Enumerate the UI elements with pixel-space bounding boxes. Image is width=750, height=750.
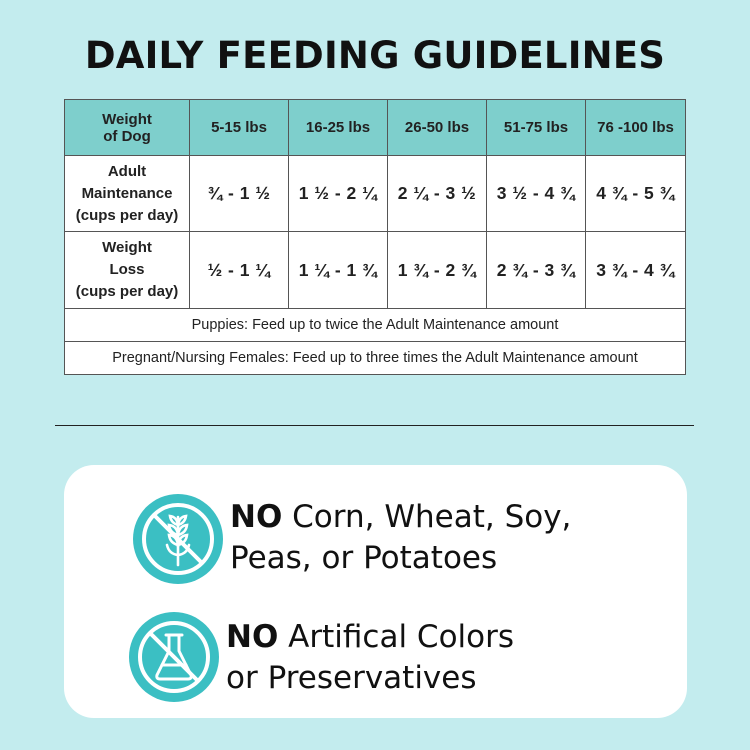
column-header: 26-50 lbs <box>387 99 487 156</box>
row-header: Weight Loss (cups per day) <box>64 231 190 309</box>
no-chemical-flask-icon <box>128 611 220 703</box>
claim-line: NO Corn, Wheat, Soy, <box>230 497 571 538</box>
table-cell: ¾ - 1 ½ <box>189 155 289 232</box>
row-header-line: Adult <box>107 162 147 180</box>
claim-line: or Preservatives <box>226 660 477 696</box>
row-header-line: Maintenance <box>81 184 173 202</box>
column-header: 76 -100 lbs <box>585 99 686 156</box>
table-cell: 1 ½ - 2 ¼ <box>288 155 388 232</box>
row-header-line: Weight <box>102 239 152 256</box>
note-row: Puppies: Feed up to twice the Adult Main… <box>64 308 686 342</box>
feeding-table: Weight of Dog 5-15 lbs 16-25 lbs 26-50 l… <box>64 99 686 375</box>
row-header: Adult Maintenance (cups per day) <box>64 155 190 232</box>
column-header: 51-75 lbs <box>486 99 586 156</box>
claim-text: Artifical Colors <box>278 619 515 655</box>
table-cell: 4 ¾ - 5 ¾ <box>585 155 686 232</box>
column-header: 16-25 lbs <box>288 99 388 156</box>
table-cell: 2 ¾ - 3 ¾ <box>486 231 586 309</box>
table-cell: 3 ½ - 4 ¾ <box>486 155 586 232</box>
row-header-line: Loss <box>109 261 145 278</box>
claims-card: NO Corn, Wheat, Soy, Peas, or Potatoes N… <box>64 465 687 718</box>
table-cell: 3 ¾ - 4 ¾ <box>585 231 686 309</box>
claim-line: NO Artifical Colors <box>226 617 514 658</box>
table-header-row: Weight of Dog 5-15 lbs 16-25 lbs 26-50 l… <box>64 99 686 156</box>
row-header-line: (cups per day) <box>75 283 179 300</box>
divider <box>55 425 694 426</box>
corner-header: Weight of Dog <box>64 99 190 156</box>
corner-header-line: of Dog <box>103 127 151 145</box>
claim-emphasis: NO <box>226 619 279 655</box>
no-grain-icon <box>132 493 224 585</box>
table-cell: 1 ¾ - 2 ¾ <box>387 231 487 309</box>
table-row: Weight Loss (cups per day) ½ - 1 ¼ 1 ¼ -… <box>64 231 686 309</box>
claim-line: Peas, or Potatoes <box>230 540 498 576</box>
pregnant-nursing-note: Pregnant/Nursing Females: Feed up to thr… <box>64 341 686 375</box>
note-row: Pregnant/Nursing Females: Feed up to thr… <box>64 341 686 375</box>
row-header-line: (cups per day) <box>75 206 179 224</box>
puppies-note: Puppies: Feed up to twice the Adult Main… <box>64 308 686 342</box>
corner-header-line: Weight <box>102 110 152 128</box>
claim-text: Corn, Wheat, Soy, <box>282 499 572 535</box>
claim-no-artificial: NO Artifical Colors or Preservatives <box>226 617 514 699</box>
claim-emphasis: NO <box>230 499 283 535</box>
table-row: Adult Maintenance (cups per day) ¾ - 1 ½… <box>64 155 686 232</box>
table-cell: 1 ¼ - 1 ¾ <box>288 231 388 309</box>
column-header: 5-15 lbs <box>189 99 289 156</box>
page-title: DAILY FEEDING GUIDELINES <box>84 34 666 77</box>
table-cell: ½ - 1 ¼ <box>189 231 289 309</box>
table-cell: 2 ¼ - 3 ½ <box>387 155 487 232</box>
claim-no-grains: NO Corn, Wheat, Soy, Peas, or Potatoes <box>230 497 571 579</box>
